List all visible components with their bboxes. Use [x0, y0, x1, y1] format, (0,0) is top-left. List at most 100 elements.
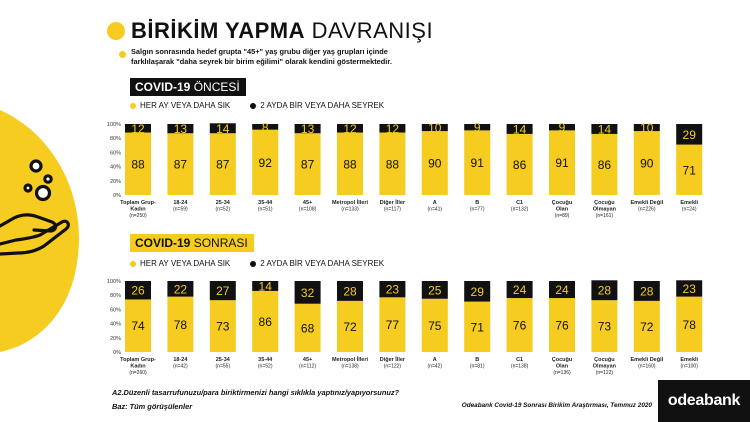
- data-label-rare: 10: [640, 121, 654, 135]
- data-label-rare: 32: [301, 286, 315, 300]
- data-label-rare: 10: [428, 121, 442, 135]
- data-label-frequent: 90: [640, 157, 654, 171]
- data-label-frequent: 71: [471, 320, 485, 334]
- legend-label-frequent: HER AY VEYA DAHA SIK: [140, 101, 231, 110]
- bar-frequent: [337, 300, 363, 352]
- category-label: (n=160): [638, 364, 656, 370]
- data-label-rare: 9: [559, 121, 566, 135]
- bar-rare: [167, 124, 194, 134]
- legend-swatch-rare: [250, 102, 257, 109]
- category-label: A: [433, 200, 437, 206]
- bar-rare: [676, 124, 703, 145]
- bar-rare: [379, 124, 406, 133]
- category-label: B: [475, 200, 479, 206]
- subtitle-line-1: Salgın sonrasında hedef grupta "45+" yaş…: [131, 47, 388, 56]
- data-label-rare: 12: [343, 122, 357, 136]
- data-label-frequent: 88: [386, 157, 400, 171]
- bar-frequent: [294, 133, 321, 195]
- survey-question: A2.Düzenli tasarrufunuzu/para biriktirme…: [112, 388, 400, 397]
- category-label: (n=161): [596, 213, 614, 219]
- bar-rare: [421, 281, 448, 299]
- category-label: (n=77): [470, 207, 485, 213]
- category-label: (n=133): [341, 207, 359, 213]
- legend-label-rare: 2 AYDA BİR VEYA DAHA SEYREK: [260, 259, 385, 268]
- category-label: 18-24: [173, 200, 188, 206]
- y-tick-label: 60%: [110, 307, 121, 313]
- data-label-frequent: 86: [513, 158, 527, 172]
- bar-rare: [125, 124, 151, 133]
- data-label-rare: 8: [262, 120, 269, 134]
- category-label: (n=42): [173, 364, 188, 370]
- odeabank-logo: odeabank: [658, 380, 750, 422]
- bar-frequent: [294, 303, 321, 352]
- category-label: Çocuğu: [552, 357, 572, 363]
- category-label: Emekli: [680, 200, 698, 206]
- data-label-rare: 28: [640, 284, 654, 298]
- category-label: (n=55): [216, 364, 231, 370]
- y-tick-label: 0%: [113, 350, 121, 356]
- category-label: (n=41): [428, 207, 443, 213]
- category-label: 18-24: [173, 357, 188, 363]
- bar-rare: [591, 124, 618, 134]
- category-label: Çocuğu: [594, 200, 614, 206]
- bar-rare: [294, 281, 321, 304]
- category-label: Emekli: [680, 357, 698, 363]
- y-tick-label: 0%: [113, 193, 121, 199]
- bar-rare: [421, 124, 448, 132]
- bar-frequent: [591, 133, 618, 195]
- legend-after: HER AY VEYA DAHA SIK 2 AYDA BİR VEYA DAH…: [130, 259, 384, 268]
- bar-frequent: [167, 296, 194, 352]
- category-label: (n=138): [511, 364, 529, 370]
- bar-frequent: [676, 144, 703, 195]
- bar-rare: [167, 281, 194, 297]
- data-label-rare: 13: [301, 122, 315, 136]
- category-label: (n=117): [384, 207, 401, 213]
- data-label-rare: 25: [428, 283, 442, 297]
- y-tick-label: 80%: [110, 293, 121, 299]
- data-label-rare: 28: [598, 284, 612, 298]
- bar-frequent: [549, 298, 575, 352]
- category-label: Metropol İlleri: [332, 356, 369, 363]
- section-title-after: COVID-19 SONRASI: [130, 234, 254, 252]
- data-label-frequent: 90: [428, 157, 442, 171]
- bar-frequent: [125, 132, 151, 195]
- data-label-frequent: 87: [174, 158, 188, 172]
- data-label-frequent: 88: [343, 157, 357, 171]
- category-label: (n=226): [638, 207, 656, 213]
- data-label-rare: 22: [174, 282, 188, 296]
- bar-frequent: [506, 133, 533, 195]
- category-label: B: [475, 357, 479, 363]
- data-label-rare: 12: [386, 122, 400, 136]
- data-label-frequent: 76: [513, 319, 527, 333]
- bar-rare: [464, 124, 491, 131]
- bar-frequent: [464, 301, 491, 352]
- category-label: (n=260): [129, 370, 147, 376]
- category-label: Diğer İller: [380, 356, 406, 363]
- data-label-rare: 24: [555, 283, 569, 297]
- category-label: (n=59): [173, 207, 188, 213]
- category-label: C1: [516, 200, 523, 206]
- category-label: (n=24): [682, 207, 697, 213]
- category-label: (n=108): [299, 207, 317, 213]
- data-label-frequent: 76: [555, 319, 569, 333]
- page-title: BİRİKİM YAPMA DAVRANIŞI: [131, 18, 434, 43]
- category-label: (n=81): [470, 364, 485, 370]
- data-label-frequent: 72: [640, 320, 654, 334]
- bar-rare: [506, 281, 533, 299]
- data-label-rare: 23: [386, 283, 400, 297]
- data-label-rare: 14: [216, 122, 230, 136]
- hand-coins-icon: [0, 159, 70, 256]
- category-label: Olan: [556, 207, 569, 213]
- bar-frequent: [379, 132, 406, 195]
- category-label: Olan: [556, 364, 569, 370]
- bar-frequent: [591, 300, 618, 352]
- y-tick-label: 100%: [107, 279, 121, 285]
- legend-swatch-rare: [250, 260, 257, 267]
- data-label-rare: 26: [131, 284, 145, 298]
- data-label-rare: 13: [174, 122, 188, 136]
- section-title-before: COVID-19 ÖNCESİ: [130, 78, 246, 96]
- category-label: Emekli Değil: [630, 357, 663, 363]
- category-label: Toplam Grup-: [120, 200, 156, 206]
- bar-rare: [252, 124, 279, 130]
